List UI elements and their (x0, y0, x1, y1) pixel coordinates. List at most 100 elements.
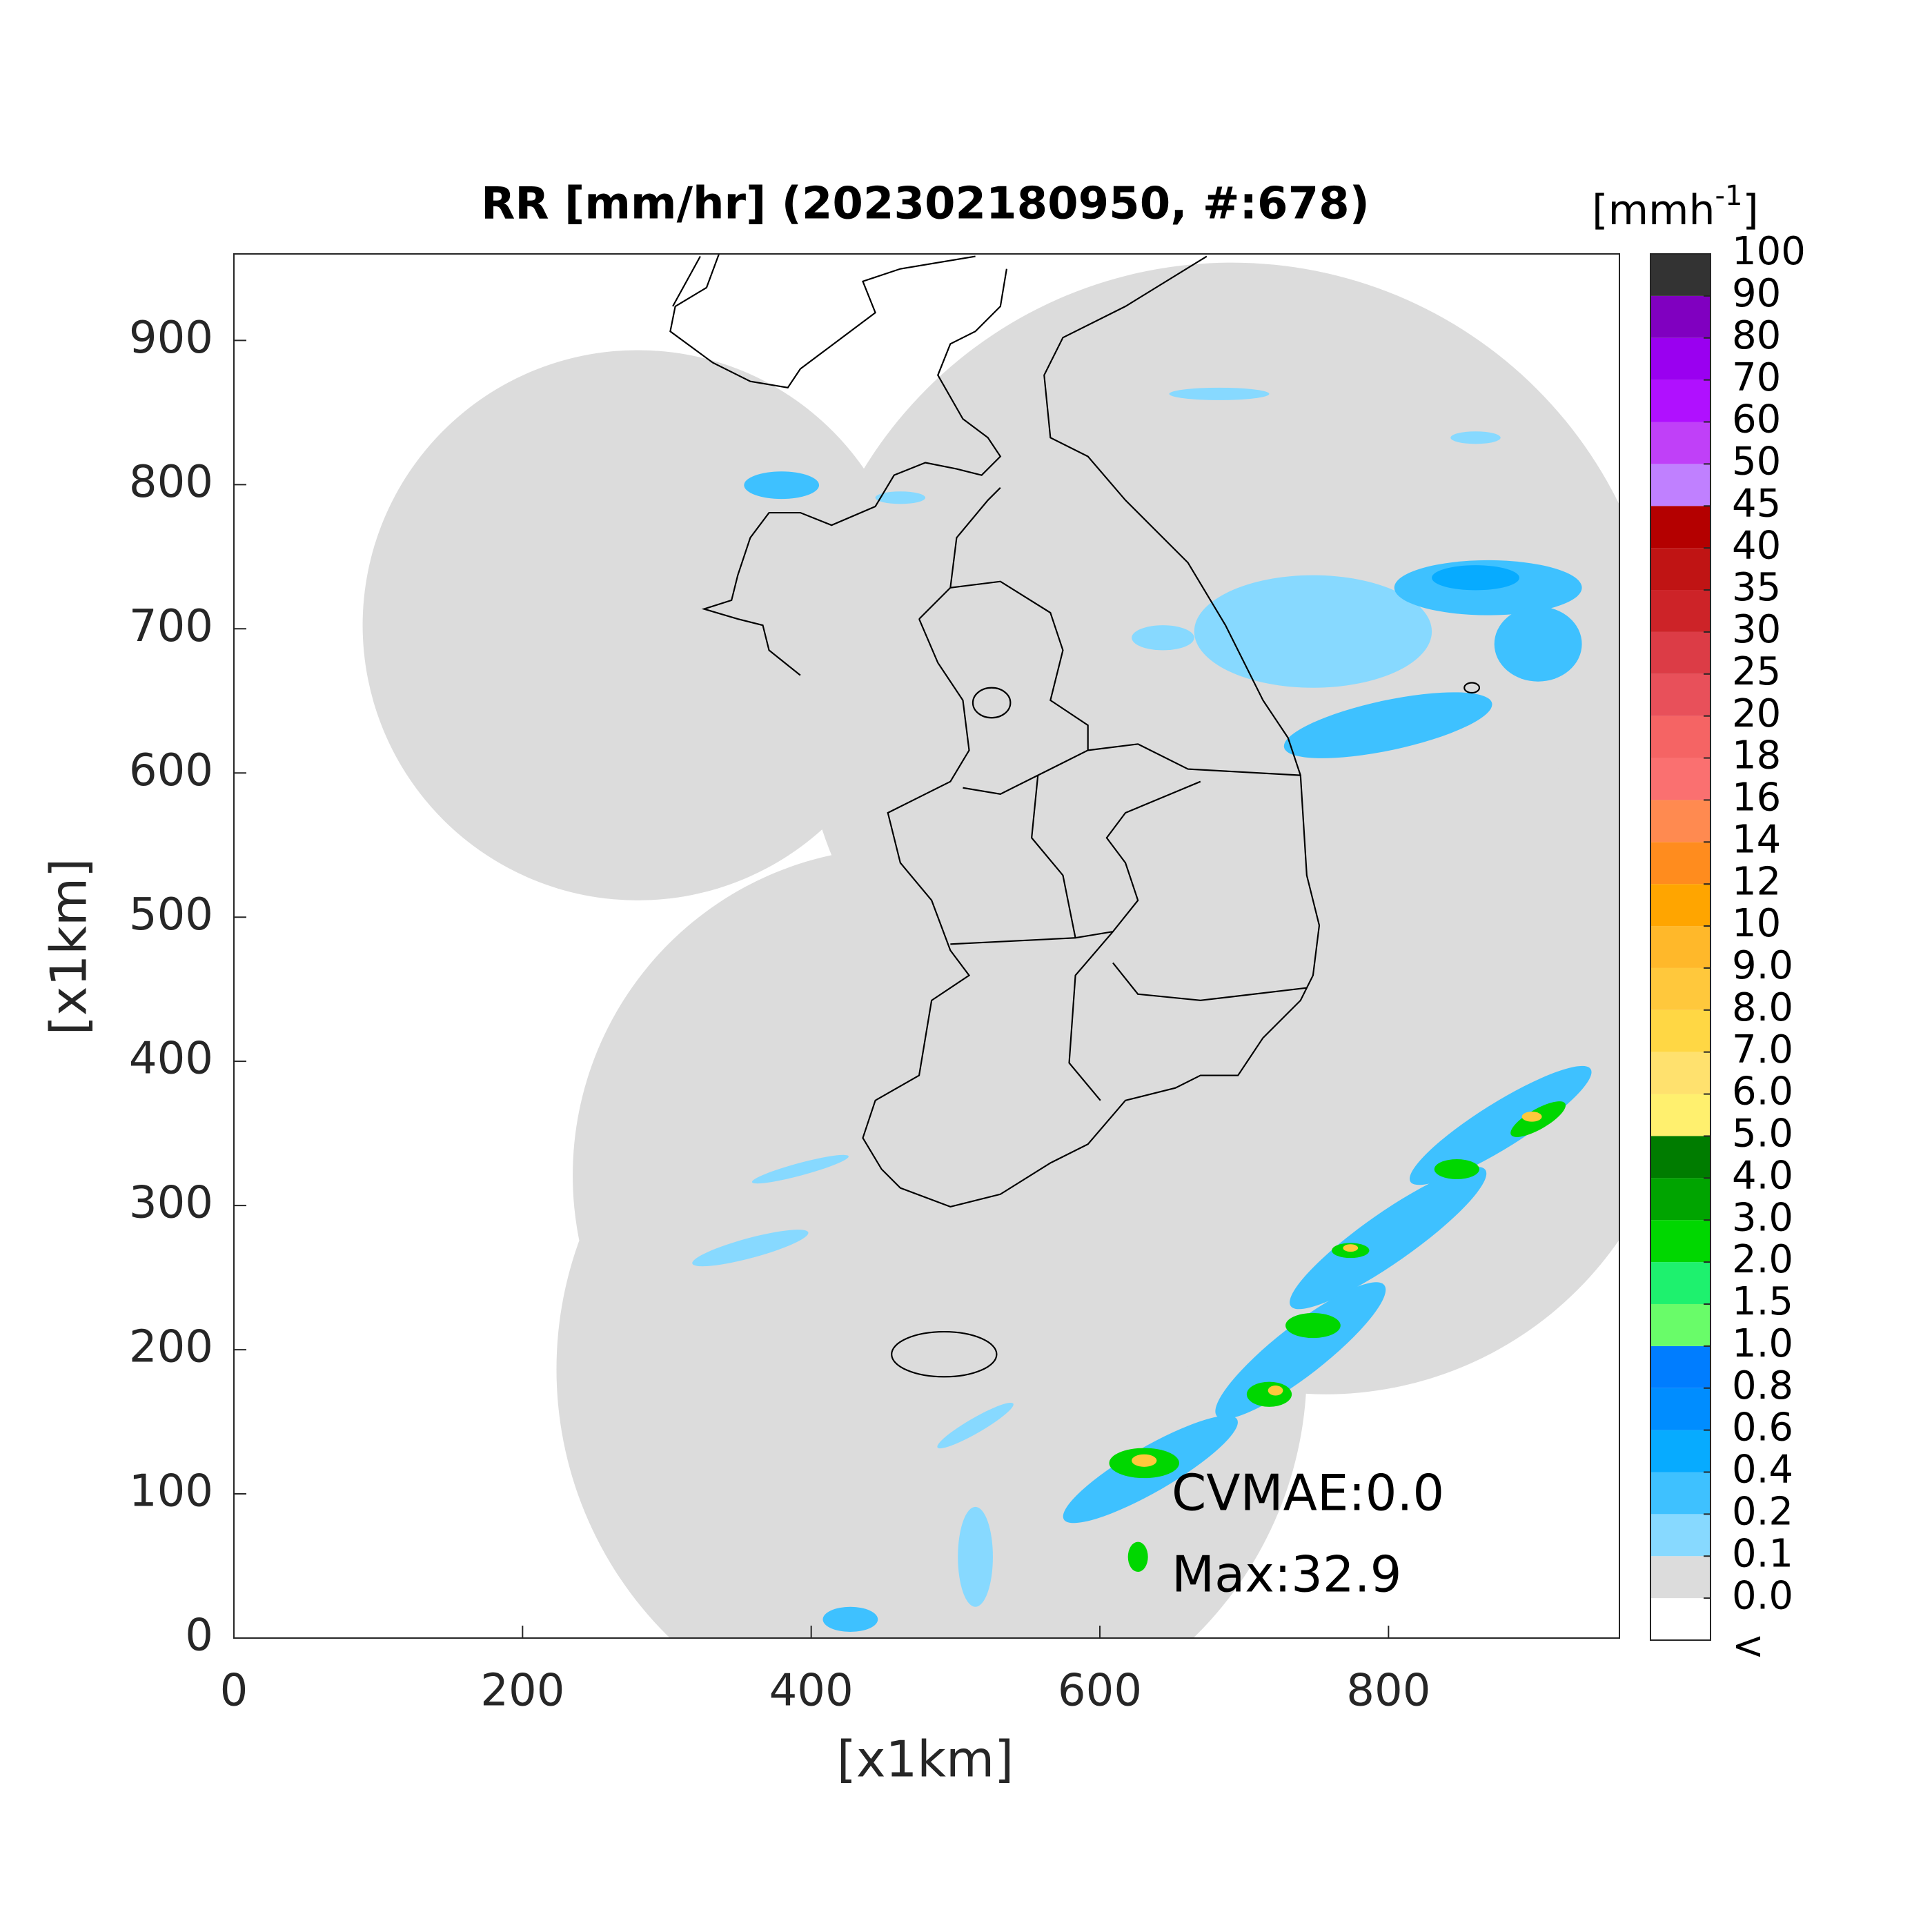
colorbar-tick-label: 7.0 (1732, 1027, 1793, 1072)
y-tick-label: 900 (129, 313, 213, 364)
rain-area (692, 1230, 809, 1267)
colorbar-segment (1650, 631, 1711, 674)
colorbar-segment (1650, 337, 1711, 380)
colorbar-tick-label: 60 (1732, 397, 1781, 442)
rain-area (1521, 1112, 1542, 1122)
unit-close: ] (1742, 186, 1758, 235)
y-tick-label: 400 (129, 1034, 213, 1085)
coastline (669, 253, 1481, 1378)
coast-line (669, 253, 1007, 676)
colorbar-tick-label: 8.0 (1732, 985, 1793, 1030)
rain-area (1132, 625, 1194, 651)
colorbar-segment (1650, 1598, 1711, 1640)
rain-area (1343, 1244, 1359, 1252)
coast-line (862, 255, 1321, 1208)
chart-title: RR [mm/hr] (202302180950, #:678) (481, 179, 1370, 230)
radar-coverage (362, 262, 1619, 1639)
colorbar-segment (1650, 1430, 1711, 1472)
colorbar-tick-label: 0.4 (1732, 1448, 1793, 1492)
y-tick-label: 0 (185, 1610, 213, 1662)
colorbar-unit: [mmh-1] (1592, 180, 1759, 235)
colorbar-tick-label: 35 (1732, 565, 1781, 610)
colorbar-segment (1650, 464, 1711, 506)
colorbar-segment (1650, 506, 1711, 549)
colorbar-segment (1650, 1388, 1711, 1430)
rain-area (1127, 1541, 1148, 1573)
rain-area (1494, 606, 1582, 682)
rain-area (1432, 565, 1519, 591)
rain-area (1169, 387, 1270, 400)
annotation: CVMAE:0.0 (1172, 1464, 1444, 1522)
colorbar-tick-label: 1.0 (1732, 1321, 1793, 1366)
colorbar-tick-label: 20 (1732, 691, 1781, 736)
unit-base: [mmh (1592, 186, 1715, 235)
colorbar-segment (1650, 1178, 1711, 1221)
boundary-line (972, 687, 1012, 719)
rain-area (751, 1154, 849, 1184)
y-tick-label: 200 (129, 1322, 213, 1373)
rain-area (1409, 1065, 1592, 1185)
province-line (918, 487, 1307, 1101)
colorbar-segment (1650, 1009, 1711, 1052)
colorbar-segment (1650, 295, 1711, 338)
x-tick-label: 200 (480, 1666, 564, 1717)
y-tick-label: 100 (129, 1466, 213, 1517)
jeju-island (891, 1331, 998, 1378)
colorbar-segment (1650, 758, 1711, 800)
colorbar-segment (1650, 548, 1711, 591)
coverage-circle (969, 681, 1619, 1394)
colorbar-tick-label: 6.0 (1732, 1070, 1793, 1114)
colorbar-segment (1650, 1052, 1711, 1094)
y-axis-label: [x1km] (40, 858, 98, 1035)
island (1463, 682, 1481, 694)
colorbar-segment (1650, 716, 1711, 758)
rain-area (1285, 1312, 1341, 1339)
colorbar-tick-label: 25 (1732, 649, 1781, 694)
rain-area (958, 1506, 993, 1607)
rain-area (1450, 431, 1501, 444)
colorbar-tick-label: 12 (1732, 859, 1781, 904)
y-tick-label: 800 (129, 457, 213, 508)
colorbar-segment (1650, 1514, 1711, 1557)
colorbar-tick-label: 18 (1732, 733, 1781, 778)
colorbar-tick-label: 40 (1732, 523, 1781, 568)
x-tick-label: 800 (1346, 1666, 1430, 1717)
plot-frame (233, 253, 1620, 1639)
colorbar-tick-label: 0.6 (1732, 1406, 1793, 1450)
colorbar-tick-label: 90 (1732, 271, 1781, 316)
colorbar-segment (1650, 1262, 1711, 1304)
rain-area (1194, 575, 1432, 688)
rain-area (1246, 1381, 1292, 1407)
rain-area (1268, 1386, 1283, 1396)
y-tick-label: 300 (129, 1178, 213, 1229)
y-tick-label: 600 (129, 745, 213, 796)
colorbar-segment (1650, 673, 1711, 716)
colorbar-segment (1650, 884, 1711, 927)
colorbar-tick-label: 50 (1732, 440, 1781, 484)
colorbar-tick-label: 10 (1732, 901, 1781, 946)
rain-area (875, 491, 926, 504)
colorbar-tick-label: 4.0 (1732, 1153, 1793, 1198)
colorbar-segment (1650, 967, 1711, 1010)
x-tick-label: 0 (220, 1666, 248, 1717)
colorbar-tick-label: 9.0 (1732, 943, 1793, 988)
colorbar-tick-label: 100 (1732, 229, 1806, 274)
colorbar-tick-label: 14 (1732, 817, 1781, 862)
annotation: Max:32.9 (1172, 1546, 1401, 1604)
colorbar-tick-label: 30 (1732, 607, 1781, 652)
colorbar-tick-label: 0.0 (1732, 1573, 1793, 1618)
colorbar-segment (1650, 254, 1711, 296)
colorbar-tick-label: 80 (1732, 313, 1781, 358)
colorbar-segment (1650, 1556, 1711, 1599)
colorbar-tick-label: 5.0 (1732, 1112, 1793, 1156)
precipitation (692, 387, 1592, 1633)
colorbar-tick-label: 45 (1732, 481, 1781, 526)
colorbar-segment (1650, 1472, 1711, 1515)
y-tick-label: 500 (129, 889, 213, 940)
colorbar-segment (1650, 842, 1711, 885)
colorbar-tick-label: 2.0 (1732, 1237, 1793, 1282)
x-axis-label: [x1km] (837, 1731, 1014, 1788)
x-tick-label: 600 (1058, 1666, 1142, 1717)
colorbar-tick-label: 16 (1732, 776, 1781, 820)
